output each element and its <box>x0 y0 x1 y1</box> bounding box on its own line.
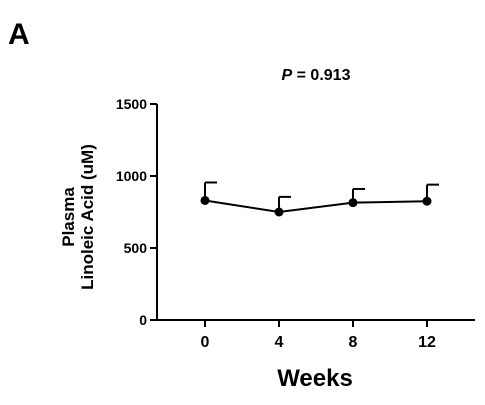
p-value-annotation: P = 0.913 <box>282 67 351 84</box>
x-tick-label: 8 <box>349 334 358 351</box>
y-tick-label: 0 <box>139 312 147 328</box>
y-axis-title-line1: Plasma <box>59 187 78 247</box>
p-value-symbol: P <box>282 67 293 84</box>
y-tick-label: 1000 <box>116 168 147 184</box>
p-value-text: = 0.913 <box>292 67 350 84</box>
y-tick-label: 1500 <box>116 96 147 112</box>
y-ticks: 0 500 1000 1500 <box>116 96 157 328</box>
y-axis-title-line2: Linoleic Acid (uM) <box>78 144 97 290</box>
y-tick-label: 500 <box>124 240 148 256</box>
x-tick-label: 12 <box>418 334 436 351</box>
data-point <box>348 198 358 208</box>
x-tick-label: 0 <box>201 334 210 351</box>
series-layer <box>200 181 439 217</box>
data-point <box>422 196 432 206</box>
y-axis-title: Plasma Linoleic Acid (uM) <box>59 144 97 290</box>
series-line <box>204 199 428 214</box>
data-point <box>274 207 284 217</box>
x-tick-label: 4 <box>275 334 284 351</box>
x-axis-title: Weeks <box>277 365 353 392</box>
panel-label: A <box>8 18 30 51</box>
data-point <box>200 195 210 205</box>
x-ticks: 0 4 8 12 <box>201 320 436 351</box>
